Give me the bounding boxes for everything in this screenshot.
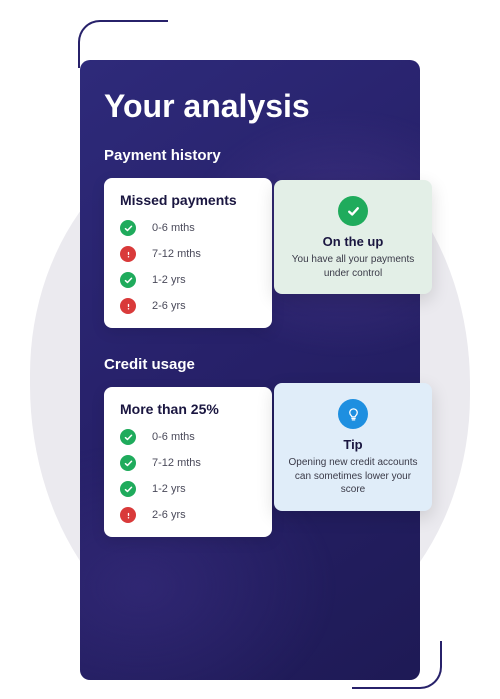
check-icon xyxy=(338,196,368,226)
frame-corner-top-left xyxy=(78,20,168,68)
check-icon xyxy=(120,455,136,471)
credit-row: More than 25% 0-6 mths 7-12 mths 1-2 yrs… xyxy=(104,387,396,537)
card-title: Missed payments xyxy=(120,192,256,208)
on-the-up-card: On the up You have all your payments und… xyxy=(274,180,432,294)
list-item: 2-6 yrs xyxy=(120,298,256,314)
item-label: 2-6 yrs xyxy=(152,300,186,312)
list-item: 0-6 mths xyxy=(120,429,256,445)
section-label-credit: Credit usage xyxy=(104,356,396,373)
payment-row: Missed payments 0-6 mths 7-12 mths 1-2 y… xyxy=(104,178,396,328)
check-icon xyxy=(120,429,136,445)
item-label: 1-2 yrs xyxy=(152,483,186,495)
analysis-panel: Your analysis Payment history Missed pay… xyxy=(80,60,420,680)
item-label: 0-6 mths xyxy=(152,431,195,443)
side-card-body: Opening new credit accounts can sometime… xyxy=(286,456,420,497)
item-label: 0-6 mths xyxy=(152,222,195,234)
lightbulb-icon xyxy=(338,399,368,429)
list-item: 1-2 yrs xyxy=(120,272,256,288)
side-card-title: On the up xyxy=(286,234,420,249)
list-item: 7-12 mths xyxy=(120,246,256,262)
item-label: 2-6 yrs xyxy=(152,509,186,521)
missed-payments-card: Missed payments 0-6 mths 7-12 mths 1-2 y… xyxy=(104,178,272,328)
alert-icon xyxy=(120,246,136,262)
check-icon xyxy=(120,481,136,497)
credit-usage-card: More than 25% 0-6 mths 7-12 mths 1-2 yrs… xyxy=(104,387,272,537)
item-label: 7-12 mths xyxy=(152,457,201,469)
page-title: Your analysis xyxy=(104,88,396,125)
card-title: More than 25% xyxy=(120,401,256,417)
list-item: 7-12 mths xyxy=(120,455,256,471)
side-card-body: You have all your payments under control xyxy=(286,253,420,280)
frame-corner-bottom-right xyxy=(352,641,442,689)
list-item: 2-6 yrs xyxy=(120,507,256,523)
check-icon xyxy=(120,272,136,288)
item-label: 1-2 yrs xyxy=(152,274,186,286)
alert-icon xyxy=(120,507,136,523)
section-label-payment: Payment history xyxy=(104,147,396,164)
alert-icon xyxy=(120,298,136,314)
item-label: 7-12 mths xyxy=(152,248,201,260)
list-item: 1-2 yrs xyxy=(120,481,256,497)
list-item: 0-6 mths xyxy=(120,220,256,236)
tip-card: Tip Opening new credit accounts can some… xyxy=(274,383,432,511)
side-card-title: Tip xyxy=(286,437,420,452)
check-icon xyxy=(120,220,136,236)
